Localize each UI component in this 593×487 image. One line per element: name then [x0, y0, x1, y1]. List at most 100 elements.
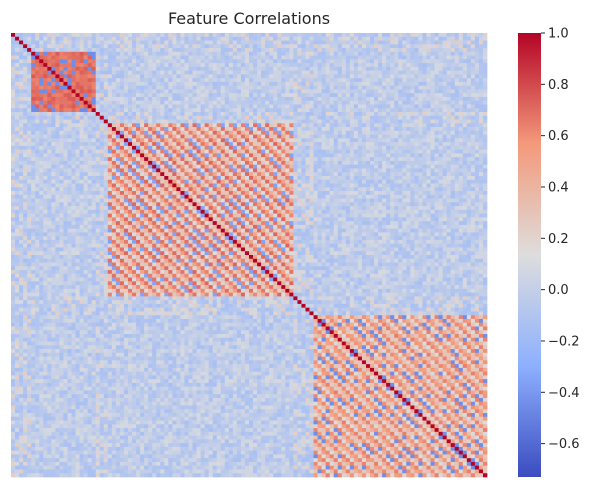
heatmap-cell [297, 96, 302, 102]
heatmap-cell [273, 96, 278, 102]
heatmap-cell [374, 130, 379, 135]
heatmap-cell [119, 119, 125, 124]
heatmap-cell [103, 191, 109, 196]
heatmap-cell [59, 134, 64, 139]
heatmap-cell [265, 164, 270, 169]
heatmap-cell [442, 48, 448, 53]
heatmap-cell [59, 157, 64, 162]
heatmap-cell [337, 138, 343, 143]
heatmap-cell [390, 48, 395, 53]
heatmap-cell [265, 66, 270, 71]
heatmap-cell [301, 127, 306, 132]
heatmap-cell [378, 40, 383, 45]
heatmap-cell [325, 168, 331, 173]
heatmap-cell [132, 115, 137, 120]
heatmap-cell [438, 172, 443, 177]
heatmap-cell [152, 96, 157, 102]
heatmap-cell [216, 81, 222, 87]
heatmap-cell [71, 96, 76, 102]
heatmap-cell [478, 85, 484, 90]
heatmap-cell [462, 160, 468, 166]
heatmap-cell [349, 93, 355, 98]
heatmap-cell [144, 160, 149, 166]
heatmap-cell [23, 59, 28, 64]
heatmap-cell [200, 134, 205, 139]
heatmap-cell [19, 40, 24, 45]
heatmap-cell [261, 59, 266, 64]
heatmap-cell [224, 112, 230, 117]
heatmap-cell [333, 93, 339, 98]
heatmap-cell [273, 59, 278, 64]
heatmap-cell [333, 123, 339, 128]
heatmap-cell [482, 74, 488, 79]
heatmap-cell [470, 70, 476, 75]
heatmap-cell [168, 78, 173, 83]
heatmap-cell [99, 93, 105, 98]
heatmap-cell [293, 78, 298, 83]
heatmap-cell [414, 172, 419, 177]
heatmap-cell [277, 187, 282, 192]
heatmap-cell [422, 96, 427, 102]
heatmap-cell [31, 44, 36, 49]
heatmap-cell [273, 85, 278, 90]
heatmap-cell [297, 36, 302, 41]
heatmap-cell [200, 175, 205, 181]
heatmap-cell [357, 44, 363, 49]
heatmap-cell [281, 145, 286, 150]
heatmap-cell [333, 149, 339, 154]
heatmap-cell [228, 96, 234, 102]
heatmap-cell [382, 104, 387, 109]
heatmap-cell [127, 175, 133, 181]
heatmap-cell [337, 179, 343, 184]
heatmap-cell [478, 70, 484, 75]
heatmap-cell [297, 108, 302, 113]
heatmap-cell [111, 172, 117, 177]
heatmap-cell [321, 115, 326, 120]
heatmap-cell [378, 175, 383, 181]
heatmap-cell [204, 183, 210, 188]
heatmap-cell [426, 70, 431, 75]
heatmap-cell [160, 145, 165, 150]
heatmap-cell [281, 187, 286, 192]
heatmap-cell [75, 127, 80, 132]
heatmap-cell [418, 123, 423, 128]
heatmap-cell [293, 85, 298, 90]
heatmap-cell [184, 66, 189, 71]
heatmap-cell [51, 36, 56, 41]
heatmap-cell [313, 183, 318, 188]
heatmap-cell [244, 48, 250, 53]
heatmap-cell [370, 164, 375, 169]
heatmap-cell [111, 89, 117, 94]
heatmap-cell [103, 93, 109, 98]
heatmap-cell [317, 168, 322, 173]
heatmap-cell [410, 149, 415, 154]
heatmap-cell [321, 104, 326, 109]
heatmap-cell [293, 160, 298, 166]
heatmap-cell [265, 179, 270, 184]
heatmap-cell [374, 96, 379, 102]
heatmap-cell [23, 55, 28, 60]
heatmap-cell [115, 74, 121, 79]
heatmap-cell [345, 66, 351, 71]
heatmap-cell [249, 127, 254, 132]
heatmap-cell [458, 81, 464, 87]
heatmap-cell [462, 130, 468, 135]
heatmap-cell [39, 187, 44, 192]
heatmap-cell [55, 33, 60, 38]
heatmap-cell [345, 51, 351, 56]
heatmap-cell [136, 160, 141, 166]
heatmap-cell [265, 168, 270, 173]
heatmap-cell [23, 145, 28, 150]
heatmap-cell [402, 93, 407, 98]
heatmap-cell [15, 36, 20, 41]
heatmap-cell [184, 183, 189, 188]
heatmap-cell [160, 74, 165, 79]
heatmap-cell [79, 112, 84, 117]
heatmap-cell [341, 172, 347, 177]
heatmap-cell [27, 33, 32, 38]
heatmap-cell [365, 33, 371, 38]
heatmap-cell [349, 138, 355, 143]
heatmap-cell [228, 123, 234, 128]
heatmap-cell [249, 187, 254, 192]
heatmap-cell [15, 130, 20, 135]
